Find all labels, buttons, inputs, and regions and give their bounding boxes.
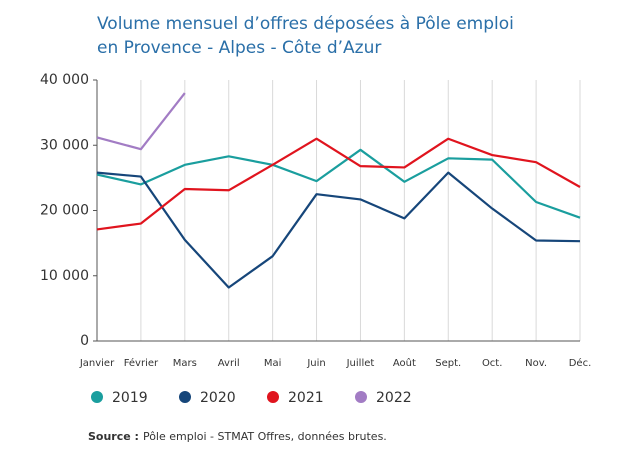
- y-tick-label: 30 000: [40, 137, 89, 153]
- x-tick-label: Juillet: [346, 358, 375, 369]
- y-tick-label: 20 000: [40, 203, 89, 219]
- series-line: [96, 137, 581, 231]
- x-tick-label: Juin: [306, 358, 325, 369]
- x-tick-label: Mars: [173, 358, 197, 369]
- source-text: Pôle emploi - STMAT Offres, données brut…: [143, 430, 387, 443]
- x-tick-label: Mai: [264, 358, 282, 369]
- legend-label: 2022: [376, 390, 412, 406]
- x-tick-label: Sept.: [435, 358, 461, 369]
- legend-swatch: [267, 391, 279, 403]
- series-line: [96, 92, 186, 151]
- x-tick-label: Avril: [218, 358, 240, 369]
- series-line: [96, 171, 581, 289]
- legend-label: 2020: [200, 390, 236, 406]
- x-tick-label: Oct.: [482, 358, 502, 369]
- legend-label: 2021: [288, 390, 324, 406]
- legend-swatch: [355, 391, 367, 403]
- legend-swatch: [91, 391, 103, 403]
- chart-title: Volume mensuel d’offres déposées à Pôle …: [97, 14, 514, 34]
- x-tick-label: Août: [393, 357, 416, 369]
- x-tick-label: Déc.: [569, 357, 592, 369]
- y-tick-label: 10 000: [40, 268, 89, 284]
- legend-swatch: [179, 391, 191, 403]
- x-tick-label: Nov.: [525, 358, 547, 369]
- source: Source : Pôle emploi - STMAT Offres, donn…: [88, 430, 387, 443]
- x-tick-label: Janvier: [79, 358, 115, 369]
- chart-title: en Provence - Alpes - Côte d’Azur: [97, 38, 381, 58]
- series-line: [96, 148, 581, 219]
- source-label: Source :: [88, 430, 139, 443]
- y-tick-label: 0: [80, 333, 89, 349]
- x-tick-label: Février: [124, 357, 159, 369]
- legend-label: 2019: [112, 390, 148, 406]
- y-tick-label: 40 000: [40, 72, 89, 88]
